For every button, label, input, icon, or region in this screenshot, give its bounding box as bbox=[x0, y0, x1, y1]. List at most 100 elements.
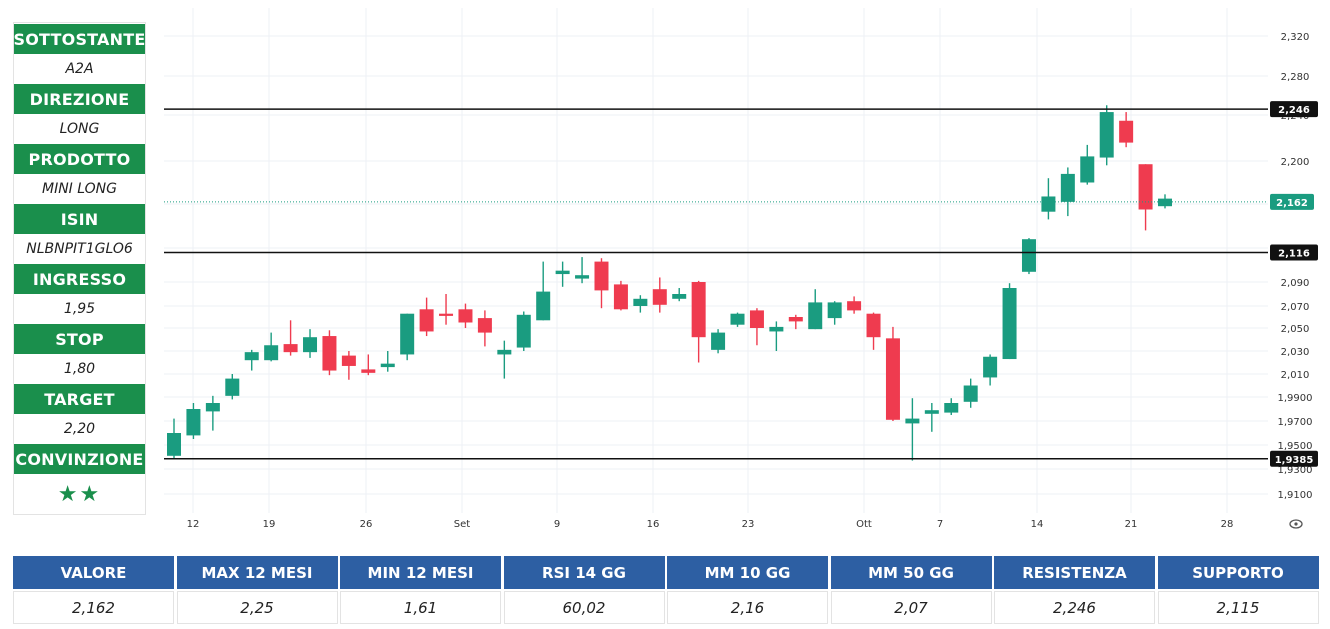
candle-body bbox=[477, 318, 492, 333]
y-tick-label: 1,9700 bbox=[1278, 417, 1313, 428]
field-label-stop: STOP bbox=[14, 324, 145, 354]
stat-value: 2,16 bbox=[667, 591, 828, 624]
y-tick-label: 1,9100 bbox=[1278, 490, 1313, 501]
candle-body bbox=[711, 332, 726, 350]
candle-body bbox=[983, 356, 998, 378]
candle-body bbox=[283, 344, 298, 353]
candle-body bbox=[1060, 173, 1075, 202]
candle-body bbox=[924, 410, 939, 414]
field-label-prodotto: PRODOTTO bbox=[14, 144, 145, 174]
x-tick-label: 14 bbox=[1031, 519, 1044, 530]
stat-header: MM 10 GG bbox=[667, 556, 828, 589]
stat-column: MAX 12 MESI 2,25 bbox=[176, 556, 338, 626]
y-tick-label: 1,9900 bbox=[1278, 393, 1313, 404]
stat-value: 2,162 bbox=[13, 591, 174, 624]
candle-body bbox=[1099, 112, 1114, 158]
candle-body bbox=[186, 409, 201, 436]
candle-body bbox=[516, 314, 531, 348]
stat-header: MAX 12 MESI bbox=[176, 556, 338, 589]
candle-body bbox=[361, 369, 376, 373]
candle-body bbox=[1002, 288, 1017, 360]
level-badge bbox=[1270, 244, 1318, 261]
stat-column: MM 10 GG 2,16 bbox=[667, 556, 828, 626]
stat-header: SUPPORTO bbox=[1157, 556, 1319, 589]
x-tick-label: 12 bbox=[187, 519, 200, 530]
candle-body bbox=[944, 403, 959, 413]
stat-column: SUPPORTO 2,115 bbox=[1157, 556, 1319, 626]
x-tick-label: Set bbox=[454, 519, 471, 530]
level-label: 2,116 bbox=[1278, 249, 1310, 260]
candle-body bbox=[575, 275, 590, 279]
stat-column: MIN 12 MESI 1,61 bbox=[340, 556, 501, 626]
y-tick-label: 1,9300 bbox=[1278, 465, 1313, 476]
field-label-target: TARGET bbox=[14, 384, 145, 414]
candle-body bbox=[303, 337, 318, 353]
y-tick-label: 2,010 bbox=[1281, 370, 1310, 381]
stat-column: RESISTENZA 2,246 bbox=[994, 556, 1155, 626]
candle-body bbox=[205, 403, 220, 412]
stat-column: MM 50 GG 2,07 bbox=[830, 556, 992, 626]
candle-body bbox=[497, 349, 512, 355]
stat-header: RSI 14 GG bbox=[503, 556, 665, 589]
candle-body bbox=[225, 378, 240, 396]
candle-body bbox=[885, 338, 900, 420]
y-tick-label: 2,030 bbox=[1281, 347, 1310, 358]
candle-body bbox=[691, 282, 706, 338]
x-tick-label: 21 bbox=[1125, 519, 1138, 530]
level-label: 2,246 bbox=[1278, 105, 1310, 116]
stat-value: 2,115 bbox=[1157, 591, 1319, 624]
y-tick-label: 2,070 bbox=[1281, 302, 1310, 313]
level-badge bbox=[1270, 101, 1318, 118]
stats-table: VALORE 2,162 MAX 12 MESI 2,25 MIN 12 MESI 1,6… bbox=[13, 556, 1319, 626]
stat-header: MM 50 GG bbox=[830, 556, 992, 589]
field-value-stop: 1,80 bbox=[63, 361, 96, 377]
field-label-direzione: DIREZIONE bbox=[14, 84, 145, 114]
candle-body bbox=[613, 284, 628, 310]
x-tick-label: 23 bbox=[742, 519, 755, 530]
field-label-convinzione: CONVINZIONE bbox=[14, 444, 145, 474]
candle-body bbox=[788, 317, 803, 322]
candle-body bbox=[594, 261, 609, 291]
candle-body bbox=[652, 289, 667, 305]
candle-body bbox=[458, 309, 473, 323]
last-price-label: 2,162 bbox=[1276, 198, 1308, 209]
candle-body bbox=[167, 433, 181, 456]
trade-info-panel: SOTTOSTANTE A2A DIREZIONE LONG PRODOTTO MINI … bbox=[13, 22, 146, 515]
stat-header: MIN 12 MESI bbox=[340, 556, 501, 589]
field-value-target: 2,20 bbox=[63, 421, 96, 437]
y-tick-label: 2,200 bbox=[1281, 157, 1310, 168]
candle-body bbox=[419, 309, 434, 332]
field-value-isin: NLBNPIT1GLO6 bbox=[26, 241, 133, 257]
candle-body bbox=[827, 302, 842, 319]
candle-body bbox=[963, 385, 978, 402]
candle-body bbox=[808, 302, 823, 330]
candle-body bbox=[769, 326, 784, 332]
field-value-direzione: LONG bbox=[59, 121, 100, 137]
level-label: 1,9385 bbox=[1275, 455, 1314, 466]
x-tick-label: 9 bbox=[554, 519, 560, 530]
candle-body bbox=[1021, 239, 1036, 272]
candle-body bbox=[400, 313, 415, 355]
eye-pupil-icon bbox=[1294, 522, 1298, 526]
candle-body bbox=[439, 313, 454, 316]
candlestick-chart: 2,3202,2802,2402,2002,1602,1202,0902,070… bbox=[164, 8, 1318, 530]
field-label-sottostante: SOTTOSTANTE bbox=[14, 24, 145, 54]
x-tick-label: 28 bbox=[1221, 519, 1234, 530]
candle-body bbox=[536, 291, 551, 321]
field-value-ingresso: 1,95 bbox=[63, 301, 96, 317]
price-chart: 2,3202,2802,2402,2002,1602,1202,0902,070… bbox=[150, 8, 1330, 543]
rating-stars: ★★ bbox=[57, 481, 102, 507]
field-value-prodotto: MINI LONG bbox=[42, 181, 117, 197]
candle-body bbox=[847, 301, 862, 311]
candle-body bbox=[380, 363, 395, 368]
stat-column: VALORE 2,162 bbox=[13, 556, 174, 626]
x-tick-label: 16 bbox=[647, 519, 660, 530]
stat-value: 1,61 bbox=[340, 591, 501, 624]
field-label-ingresso: INGRESSO bbox=[14, 264, 145, 294]
x-tick-label: 26 bbox=[360, 519, 373, 530]
candle-body bbox=[264, 345, 279, 361]
candle-body bbox=[244, 352, 259, 361]
y-tick-label: 2,320 bbox=[1281, 32, 1310, 43]
stat-header: VALORE bbox=[13, 556, 174, 589]
stat-column: RSI 14 GG 60,02 bbox=[503, 556, 665, 626]
